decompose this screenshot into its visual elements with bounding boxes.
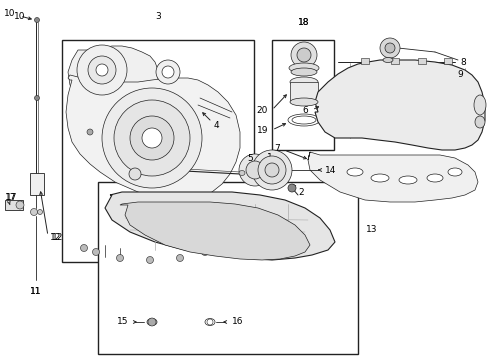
Bar [62, 40, 253, 262]
Circle shape [81, 244, 87, 252]
Text: 9: 9 [456, 69, 462, 78]
Circle shape [30, 208, 38, 216]
Polygon shape [307, 152, 477, 202]
Polygon shape [120, 202, 309, 260]
Bar [360, 58, 368, 64]
Bar [30, 173, 44, 195]
Bar [417, 58, 425, 64]
Ellipse shape [147, 319, 157, 325]
Text: 20: 20 [256, 105, 267, 114]
Circle shape [88, 56, 116, 84]
Circle shape [38, 210, 42, 215]
Ellipse shape [398, 176, 416, 184]
Circle shape [92, 248, 99, 256]
Ellipse shape [288, 63, 318, 73]
Ellipse shape [474, 116, 484, 128]
Text: 8: 8 [459, 58, 465, 67]
Circle shape [130, 116, 174, 160]
Polygon shape [105, 192, 334, 260]
Circle shape [16, 201, 24, 209]
Circle shape [296, 48, 310, 62]
Circle shape [206, 319, 213, 325]
Bar [5, 200, 23, 210]
Circle shape [142, 128, 162, 148]
Ellipse shape [447, 168, 461, 176]
Circle shape [129, 168, 141, 180]
Text: 7: 7 [274, 144, 280, 153]
Polygon shape [68, 46, 158, 116]
Circle shape [239, 154, 270, 186]
Bar [390, 58, 398, 64]
Text: 4: 4 [213, 121, 218, 130]
Text: 13: 13 [366, 225, 377, 234]
Bar [271, 40, 333, 150]
Text: 11: 11 [30, 288, 41, 297]
Circle shape [146, 256, 153, 264]
Circle shape [176, 255, 183, 261]
Circle shape [258, 156, 285, 184]
Circle shape [290, 42, 316, 68]
Ellipse shape [346, 168, 362, 176]
Text: 12: 12 [52, 234, 63, 243]
Circle shape [35, 18, 40, 23]
Circle shape [148, 318, 156, 326]
Circle shape [201, 248, 208, 256]
Circle shape [221, 239, 228, 246]
Circle shape [162, 66, 174, 78]
Circle shape [384, 43, 394, 53]
Circle shape [87, 129, 93, 135]
Circle shape [114, 100, 190, 176]
Circle shape [287, 184, 295, 192]
Text: 17: 17 [6, 193, 18, 202]
Text: 17: 17 [5, 193, 17, 202]
Circle shape [156, 60, 180, 84]
Text: 14: 14 [325, 166, 336, 175]
Text: 15: 15 [116, 318, 128, 327]
Text: 6: 6 [302, 105, 307, 114]
Polygon shape [66, 75, 240, 200]
Text: 2: 2 [297, 188, 303, 197]
Text: 10: 10 [14, 12, 26, 21]
Circle shape [245, 161, 264, 179]
Ellipse shape [289, 98, 317, 106]
Text: 16: 16 [231, 318, 243, 327]
Circle shape [251, 150, 291, 190]
Ellipse shape [289, 77, 317, 87]
Bar [443, 58, 451, 64]
Ellipse shape [370, 174, 388, 182]
Ellipse shape [382, 58, 392, 63]
Ellipse shape [473, 95, 485, 115]
Circle shape [102, 88, 202, 188]
Ellipse shape [291, 116, 315, 124]
Ellipse shape [290, 68, 316, 76]
Circle shape [96, 64, 108, 76]
Bar [289, 82, 317, 102]
Circle shape [116, 255, 123, 261]
Circle shape [35, 95, 40, 100]
Text: 3: 3 [155, 12, 161, 21]
Circle shape [264, 163, 279, 177]
Text: 1: 1 [266, 153, 272, 162]
Text: 12: 12 [50, 234, 61, 243]
Bar [98, 182, 357, 354]
Text: 5: 5 [246, 153, 252, 162]
Ellipse shape [239, 171, 244, 176]
Text: 10: 10 [3, 9, 15, 18]
Ellipse shape [426, 174, 442, 182]
Circle shape [77, 45, 127, 95]
Text: 11: 11 [30, 288, 41, 297]
Text: 18: 18 [298, 18, 309, 27]
Text: 19: 19 [256, 126, 267, 135]
Circle shape [379, 38, 399, 58]
Text: 18: 18 [298, 18, 309, 27]
Polygon shape [314, 60, 484, 150]
